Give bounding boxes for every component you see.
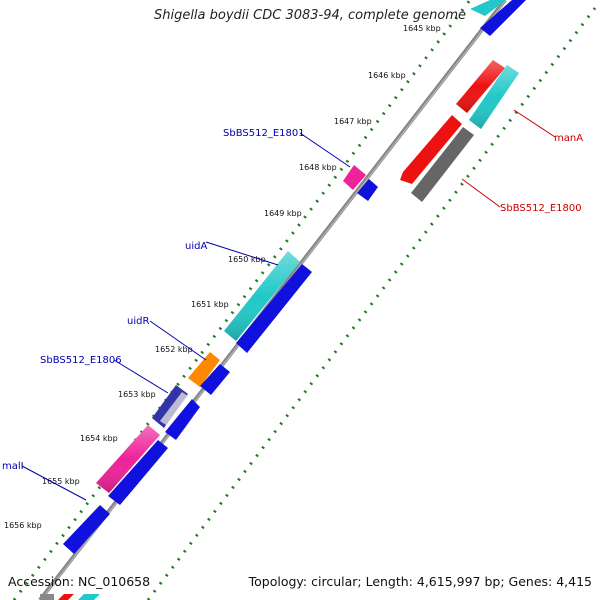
leader-malI — [21, 465, 87, 501]
gene-cyan-top[interactable] — [470, 0, 506, 16]
accession-value: NC_010658 — [78, 574, 151, 589]
label-E1806[interactable]: SbBS512_E1806 — [40, 355, 122, 366]
leader-E1800 — [461, 178, 501, 208]
gene-blue-E1806[interactable] — [165, 399, 200, 440]
leader-E1801 — [299, 132, 351, 168]
gene-blue-top[interactable] — [480, 0, 526, 36]
gene-blue-bottom[interactable] — [63, 505, 110, 554]
tick-track-inner — [146, 7, 597, 600]
leader-E1806 — [113, 359, 169, 394]
gene-blue-uidA[interactable] — [236, 264, 312, 353]
gene-E1806-white — [160, 392, 188, 425]
tick-label-1646: 1646 kbp — [368, 71, 406, 80]
gene-grey-right[interactable] — [411, 127, 474, 202]
gene-bottom-red[interactable] — [58, 594, 74, 600]
accession-info: Accession: NC_010658 — [8, 574, 150, 589]
gene-manA-red-shade — [456, 60, 505, 113]
tick-label-1650: 1650 kbp — [228, 255, 266, 264]
label-E1801[interactable]: SbBS512_E1801 — [223, 128, 305, 139]
label-uidA[interactable]: uidA — [185, 241, 207, 252]
gene-cyan-right-shade — [469, 65, 519, 129]
tick-label-1653: 1653 kbp — [118, 390, 156, 399]
label-malI[interactable]: malI — [2, 461, 24, 472]
leader-manA — [513, 109, 556, 138]
map-title: Shigella boydii CDC 3083-94, complete ge… — [153, 8, 466, 23]
gene-E1806-navy[interactable] — [152, 385, 188, 428]
tick-label-1647: 1647 kbp — [334, 117, 372, 126]
label-E1800[interactable]: SbBS512_E1800 — [500, 203, 582, 214]
gene-blue-malI[interactable] — [108, 440, 168, 505]
gene-magenta-malI-shade — [96, 425, 160, 493]
gene-uidA-cyan-shade — [224, 251, 300, 341]
tick-label-1649: 1649 kbp — [264, 209, 302, 218]
leader-uidR — [149, 320, 207, 361]
tick-label-1652: 1652 kbp — [155, 345, 193, 354]
tick-track-outer — [12, 0, 472, 600]
tick-label-1656: 1656 kbp — [4, 521, 42, 530]
tick-label-1648: 1648 kbp — [299, 163, 337, 172]
tick-label-1645: 1645 kbp — [403, 24, 441, 33]
leader-uidA — [205, 241, 279, 266]
gene-magenta-E1801[interactable] — [343, 165, 366, 190]
gene-blue-E1801[interactable] — [357, 179, 378, 201]
gene-red-right[interactable] — [400, 115, 462, 184]
label-uidR[interactable]: uidR — [127, 316, 149, 327]
accession-label: Accession: — [8, 574, 75, 589]
gene-blue-uidR[interactable] — [200, 364, 230, 395]
gene-bottom-fragments-grey — [40, 594, 54, 600]
tick-label-1655: 1655 kbp — [42, 477, 80, 486]
gene-bottom-cyan[interactable] — [78, 594, 100, 600]
tick-label-1651: 1651 kbp — [191, 300, 229, 309]
gene-uidR-orange[interactable] — [188, 352, 220, 387]
label-manA[interactable]: manA — [554, 133, 583, 144]
genome-summary: Topology: circular; Length: 4,615,997 bp… — [248, 574, 592, 589]
tick-label-1654: 1654 kbp — [80, 434, 118, 443]
